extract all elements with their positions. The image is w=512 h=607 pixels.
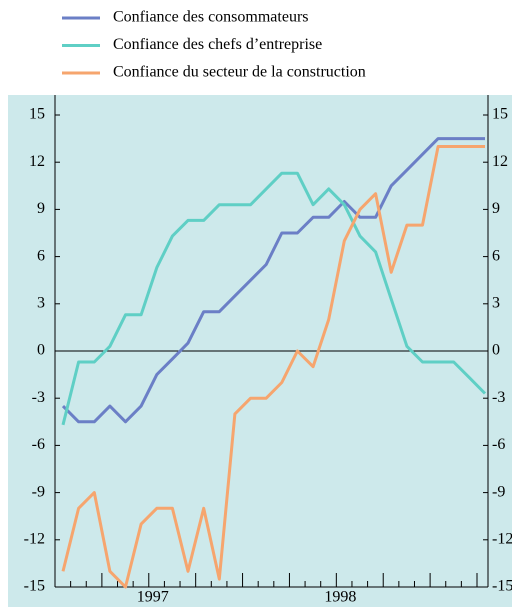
y2-tick-label: 9 (492, 200, 500, 217)
y-tick-label: -12 (24, 530, 45, 547)
series-line (61, 137, 485, 424)
y2-tick-label: -3 (492, 389, 505, 406)
y-tick-label: -15 (24, 578, 45, 595)
series-line (61, 145, 485, 589)
y2-tick-label: -15 (492, 578, 512, 595)
x-tick-label: 1997 (137, 589, 169, 606)
y-tick-label: -3 (32, 389, 45, 406)
y-tick-label: -9 (32, 483, 45, 500)
y2-tick-label: 15 (492, 106, 508, 123)
y2-tick-label: 0 (492, 342, 500, 359)
y-tick-label: -6 (32, 436, 45, 453)
y2-tick-label: 6 (492, 247, 500, 264)
x-tick-label: 1998 (324, 589, 356, 606)
y-tick-label: 0 (37, 342, 45, 359)
y-tick-label: 6 (37, 247, 45, 264)
y-tick-label: 3 (37, 294, 45, 311)
y2-tick-label: -12 (492, 530, 512, 547)
legend-label: Confiance des consommateurs (113, 9, 309, 26)
legend-label: Confiance du secteur de la construction (113, 64, 366, 81)
y2-tick-label: -9 (492, 483, 505, 500)
y-tick-label: 9 (37, 200, 45, 217)
y-tick-label: 12 (29, 153, 45, 170)
y2-tick-label: -6 (492, 436, 505, 453)
y2-tick-label: 3 (492, 294, 500, 311)
y-tick-label: 15 (29, 106, 45, 123)
series-line (61, 171, 487, 426)
legend-label: Confiance des chefs d’entreprise (113, 36, 322, 53)
y2-tick-label: 12 (492, 153, 508, 170)
